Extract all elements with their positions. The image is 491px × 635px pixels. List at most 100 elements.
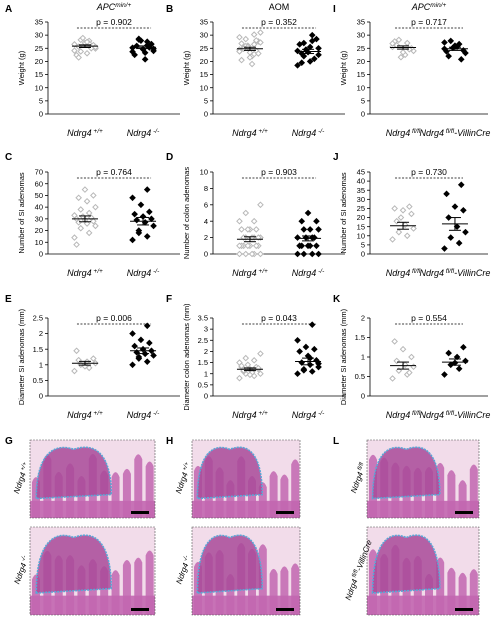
tumor-outline bbox=[35, 534, 113, 594]
y-tick-label: 15 bbox=[35, 70, 43, 79]
data-point bbox=[460, 47, 467, 54]
data-point bbox=[300, 226, 308, 233]
data-point bbox=[397, 214, 405, 221]
data-point bbox=[250, 357, 258, 364]
category-label: Ndrg4 +/+ bbox=[232, 410, 268, 421]
data-point bbox=[131, 342, 138, 350]
data-point bbox=[73, 241, 80, 248]
data-point bbox=[250, 31, 258, 38]
row-label-superscript: fl/fl bbox=[357, 461, 366, 472]
data-point bbox=[236, 242, 243, 250]
panel-letter: K bbox=[333, 294, 341, 305]
data-point bbox=[236, 217, 243, 225]
data-point bbox=[308, 368, 316, 375]
panel-letter: L bbox=[333, 436, 339, 447]
data-point bbox=[238, 40, 245, 47]
y-tick-label: 0 bbox=[204, 250, 208, 259]
category-label: Ndrg4 fl/fl bbox=[386, 128, 421, 139]
row-label: Ndrg4 -/- bbox=[174, 555, 192, 585]
data-point bbox=[79, 34, 87, 42]
panel-letter: C bbox=[5, 152, 12, 163]
data-point bbox=[391, 338, 398, 345]
row-label-gene: Ndrg4 bbox=[174, 561, 190, 585]
y-tick-label: 35 bbox=[35, 18, 43, 27]
category-gene: Ndrg4 bbox=[67, 410, 92, 420]
y-tick-label: 1.5 bbox=[198, 358, 208, 367]
category-label: Ndrg4 -/- bbox=[127, 128, 160, 139]
image-border bbox=[191, 439, 301, 519]
y-tick-label: 3 bbox=[204, 325, 208, 334]
row-label: Ndrg4 fl/fl bbox=[349, 461, 368, 494]
histology-image bbox=[367, 527, 479, 615]
category-superscript: -/- bbox=[316, 128, 325, 135]
data-point bbox=[252, 226, 260, 233]
category-label: Ndrg4 -/- bbox=[292, 268, 325, 279]
data-point bbox=[294, 47, 301, 55]
data-point bbox=[75, 54, 82, 61]
y-axis-label: Number of colon adenomas bbox=[182, 167, 191, 259]
data-point bbox=[300, 39, 308, 47]
chart-title: APCmin/+ bbox=[411, 2, 447, 13]
tumor-region bbox=[36, 447, 112, 499]
data-point bbox=[129, 236, 136, 244]
data-point bbox=[300, 367, 308, 374]
category-superscript: +/+ bbox=[257, 268, 268, 275]
y-tick-label: 10 bbox=[35, 238, 43, 247]
y-tick-label: 2 bbox=[204, 347, 208, 356]
y-axis-label: Number of SI adenomas bbox=[17, 172, 26, 254]
y-tick-label: 0 bbox=[39, 392, 43, 401]
data-point bbox=[308, 250, 316, 258]
data-point bbox=[248, 60, 256, 68]
data-point bbox=[306, 58, 314, 65]
y-tick-label: 70 bbox=[35, 168, 43, 177]
category-label: Ndrg4 fl/fl-VillinCre bbox=[419, 268, 490, 279]
row-label-superscript: -/- bbox=[20, 555, 28, 564]
category-superscript: +/+ bbox=[257, 410, 268, 417]
data-point bbox=[395, 36, 403, 44]
data-point bbox=[308, 321, 316, 328]
category-superscript: -/- bbox=[316, 410, 325, 417]
y-tick-label: 10 bbox=[357, 231, 365, 240]
data-point bbox=[441, 39, 448, 46]
y-tick-label: 15 bbox=[200, 70, 208, 79]
y-tick-label: 1 bbox=[204, 369, 208, 378]
pvalue-label: p = 0.717 bbox=[411, 17, 447, 27]
y-tick-label: 0.5 bbox=[355, 372, 365, 381]
data-point bbox=[298, 59, 306, 67]
data-point bbox=[143, 233, 151, 240]
panel-K: K 0 0.5 1 1.5 2 Diameter SI adenomas (mm) Ndrg4… bbox=[333, 294, 490, 420]
category-label: Ndrg4 -/- bbox=[127, 410, 160, 421]
y-tick-label: 2 bbox=[39, 329, 43, 338]
y-tick-label: 30 bbox=[35, 214, 43, 223]
data-point bbox=[296, 41, 303, 48]
data-point bbox=[83, 197, 91, 205]
data-point bbox=[236, 250, 243, 258]
data-point bbox=[135, 229, 143, 237]
data-point bbox=[296, 242, 303, 250]
category-gene: Ndrg4 bbox=[419, 410, 444, 420]
histology-image bbox=[30, 527, 155, 615]
data-point bbox=[238, 56, 245, 64]
data-point bbox=[257, 29, 264, 36]
data-point bbox=[389, 375, 396, 382]
data-point bbox=[389, 43, 396, 51]
data-point bbox=[257, 201, 264, 209]
data-point bbox=[441, 245, 448, 252]
y-axis-label: Diameter SI adenomas (mm) bbox=[17, 308, 26, 405]
y-axis-label: Weight (g) bbox=[339, 50, 348, 85]
category-label: Ndrg4 fl/fl-VillinCre bbox=[419, 410, 490, 421]
y-tick-label: 20 bbox=[357, 57, 365, 66]
y-tick-label: 30 bbox=[357, 195, 365, 204]
row-label-superscript: fl/fl bbox=[351, 569, 360, 580]
tumor-region bbox=[36, 535, 112, 593]
data-point bbox=[77, 206, 85, 213]
category-gene: Ndrg4 bbox=[127, 128, 152, 138]
pvalue-label: p = 0.730 bbox=[411, 167, 447, 177]
category-superscript: -/- bbox=[151, 268, 160, 275]
data-point bbox=[146, 208, 153, 216]
pvalue-label: p = 0.006 bbox=[96, 313, 132, 323]
y-tick-label: 5 bbox=[39, 96, 43, 105]
